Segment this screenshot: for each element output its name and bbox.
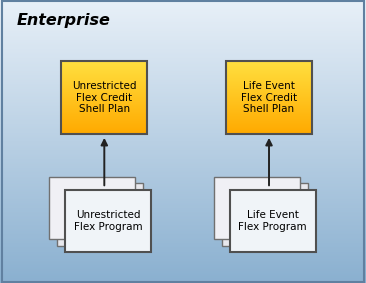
Text: Unrestricted
Flex Program: Unrestricted Flex Program — [74, 210, 142, 231]
Text: Enterprise: Enterprise — [16, 13, 110, 28]
Bar — [221, 183, 307, 246]
Bar — [57, 183, 143, 246]
Bar — [65, 190, 151, 252]
Text: Life Event
Flex Credit
Shell Plan: Life Event Flex Credit Shell Plan — [241, 81, 297, 114]
Bar — [61, 61, 147, 134]
Bar — [226, 61, 312, 134]
Bar — [230, 190, 315, 252]
Bar — [49, 177, 135, 239]
Text: Unrestricted
Flex Credit
Shell Plan: Unrestricted Flex Credit Shell Plan — [72, 81, 137, 114]
Text: Life Event
Flex Program: Life Event Flex Program — [238, 210, 307, 231]
Bar — [213, 177, 299, 239]
